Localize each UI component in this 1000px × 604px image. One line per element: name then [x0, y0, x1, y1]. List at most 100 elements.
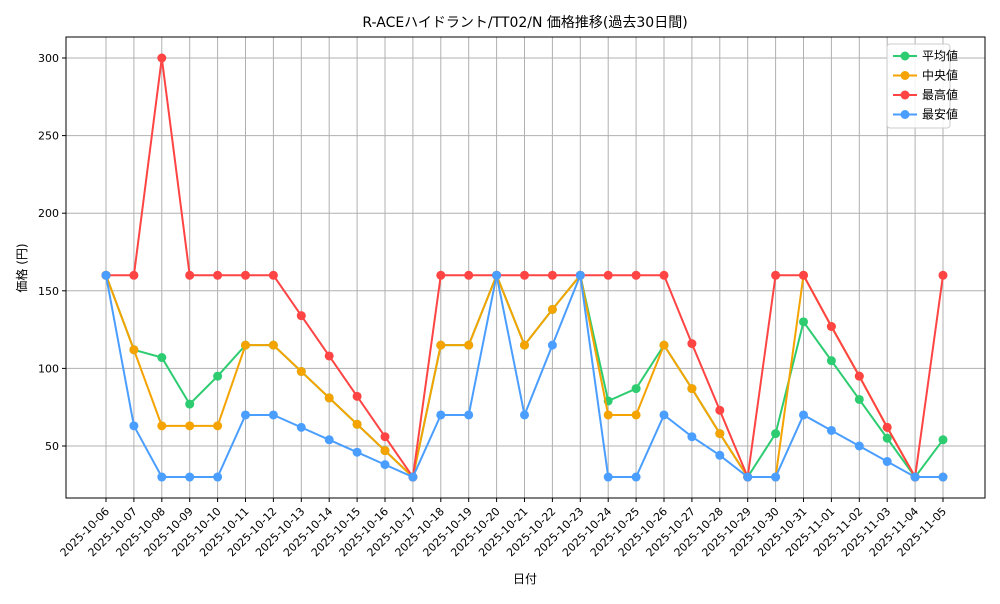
- data-point: [910, 472, 920, 482]
- series-3: [101, 270, 948, 482]
- data-point: [771, 472, 781, 482]
- plot-area-frame: [65, 36, 986, 499]
- data-point: [324, 393, 334, 403]
- y-tick-label: 50: [45, 440, 59, 453]
- data-point: [603, 410, 613, 420]
- legend-marker: [900, 110, 910, 119]
- data-point: [854, 394, 864, 404]
- legend-marker: [900, 51, 910, 61]
- y-axis-label: 価格 (円): [14, 243, 29, 292]
- data-point: [882, 433, 892, 443]
- data-point: [687, 432, 697, 442]
- series-group: [101, 53, 948, 482]
- data-point: [826, 425, 836, 435]
- data-point: [882, 457, 892, 467]
- data-point: [352, 419, 362, 429]
- data-point: [826, 321, 836, 331]
- data-point: [129, 270, 139, 280]
- data-point: [185, 421, 195, 431]
- chart-title: R-ACEハイドラント/TT02/N 価格推移(過去30日間): [362, 15, 687, 31]
- data-point: [157, 353, 167, 363]
- y-tick-label: 250: [38, 130, 59, 143]
- data-point: [157, 53, 167, 63]
- data-point: [241, 270, 250, 280]
- data-point: [380, 446, 390, 456]
- data-point: [547, 304, 557, 314]
- data-point: [659, 340, 669, 350]
- legend-label: 中央値: [922, 68, 958, 83]
- data-point: [799, 270, 808, 280]
- x-tick-labels: 2025-10-062025-10-072025-10-082025-10-09…: [58, 498, 949, 559]
- data-point: [268, 340, 278, 350]
- data-point: [631, 410, 641, 420]
- data-point: [854, 441, 864, 451]
- data-point: [157, 421, 167, 431]
- x-axis-label: 日付: [513, 572, 537, 586]
- data-point: [213, 270, 223, 280]
- legend-box: [886, 43, 951, 129]
- data-point: [408, 472, 418, 482]
- data-point: [185, 270, 195, 280]
- legend-label: 最高値: [922, 87, 958, 102]
- data-point: [380, 432, 390, 442]
- y-tick-label: 150: [38, 285, 59, 298]
- data-point: [854, 371, 864, 381]
- data-point: [547, 270, 557, 280]
- data-point: [938, 435, 948, 445]
- data-point: [687, 339, 697, 349]
- data-point: [185, 472, 195, 482]
- data-point: [436, 340, 446, 350]
- data-point: [799, 410, 808, 420]
- data-point: [520, 410, 529, 420]
- data-point: [464, 270, 474, 280]
- data-point: [241, 410, 250, 420]
- data-point: [185, 399, 195, 409]
- data-point: [631, 472, 641, 482]
- data-point: [464, 340, 474, 350]
- data-point: [436, 410, 446, 420]
- data-point: [352, 447, 362, 457]
- data-point: [213, 472, 223, 482]
- data-point: [520, 270, 529, 280]
- data-point: [938, 270, 948, 280]
- data-point: [743, 472, 753, 482]
- data-point: [575, 270, 585, 280]
- data-point: [352, 391, 362, 401]
- data-point: [938, 472, 948, 482]
- data-point: [603, 270, 613, 280]
- y-tick-labels: 50 100 150 200 250 300: [38, 52, 66, 453]
- data-point: [436, 270, 446, 280]
- data-point: [129, 421, 139, 431]
- data-point: [882, 422, 892, 432]
- data-point: [715, 450, 725, 460]
- data-point: [659, 410, 669, 420]
- data-point: [603, 472, 613, 482]
- data-point: [101, 270, 111, 280]
- data-point: [324, 351, 334, 361]
- data-point: [324, 435, 334, 445]
- data-point: [268, 270, 278, 280]
- data-point: [631, 270, 641, 280]
- data-point: [631, 384, 641, 394]
- y-tick-label: 300: [38, 52, 59, 65]
- data-point: [492, 270, 502, 280]
- y-tick-label: 100: [38, 362, 59, 375]
- data-point: [296, 367, 306, 377]
- legend-marker: [900, 90, 910, 100]
- data-point: [213, 371, 223, 381]
- legend-label: 平均値: [922, 48, 958, 63]
- legend-label: 最安値: [922, 107, 958, 122]
- data-point: [799, 317, 808, 327]
- data-point: [771, 270, 781, 280]
- data-point: [464, 410, 474, 420]
- data-point: [129, 345, 139, 355]
- data-point: [547, 340, 557, 350]
- data-point: [268, 410, 278, 420]
- data-point: [715, 405, 725, 415]
- y-tick-label: 200: [38, 207, 59, 220]
- data-point: [687, 384, 697, 394]
- data-point: [380, 460, 390, 470]
- data-point: [520, 340, 529, 350]
- data-point: [241, 340, 250, 350]
